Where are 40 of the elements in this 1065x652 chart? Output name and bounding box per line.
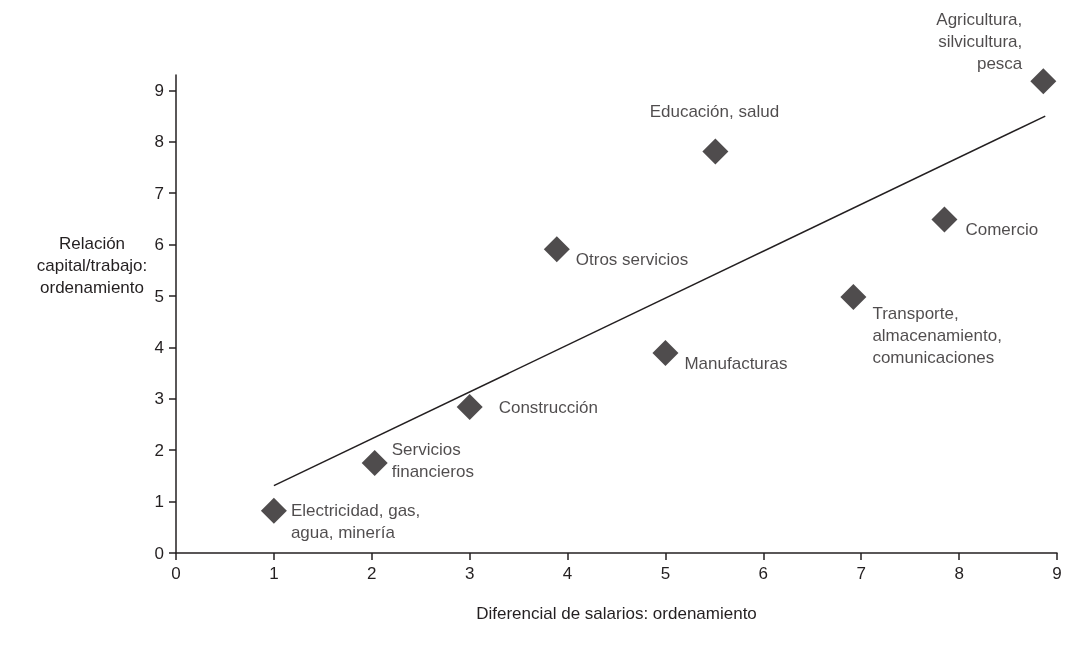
x-tick-label: 1 [269, 564, 279, 583]
annotation: Servicios financieros [391, 439, 474, 481]
x-tick-label: 3 [464, 564, 475, 583]
point [702, 138, 729, 165]
point [260, 497, 287, 524]
point [840, 284, 867, 311]
annotation: Otros servicios [575, 249, 689, 269]
annotation: Construcción [498, 397, 598, 417]
y-tick-label: 7 [154, 183, 164, 203]
annotation: Comercio [965, 219, 1039, 239]
y-tick-label: 1 [154, 492, 164, 512]
x-tick-label: 4 [562, 564, 573, 583]
x-tick-label: 0 [171, 564, 181, 583]
y-tick-label: 8 [154, 132, 164, 152]
y-axis-title: Relación capital/trabajo: ordenamiento [36, 233, 148, 297]
point [361, 450, 388, 477]
y-tick-label: 2 [154, 440, 164, 460]
x-tick-label: 5 [660, 564, 671, 583]
point [543, 236, 570, 263]
annotation: Manufacturas [684, 353, 788, 373]
x-axis-title: Diferencial de salarios: ordenamiento [476, 604, 757, 623]
point [456, 394, 483, 421]
point [652, 340, 679, 367]
annotation: Electricidad, gas, agua, minería [290, 501, 421, 543]
x-tick-label: 6 [758, 564, 769, 583]
point [931, 206, 958, 233]
x-tick-label: 9 [1052, 564, 1062, 583]
y-tick-label: 6 [154, 235, 164, 255]
x-tick-label: 2 [367, 564, 377, 583]
y-tick-label: 3 [154, 389, 164, 409]
annotation: Educación, salud [649, 102, 780, 122]
y-tick-label: 4 [154, 337, 164, 357]
point [1030, 68, 1057, 95]
y-tick-label: 9 [154, 80, 164, 100]
y-tick-label: 5 [154, 286, 164, 306]
annotation: Transporte, almacenamiento, comunicaciones [872, 303, 1002, 367]
y-tick-label: 0 [154, 543, 164, 563]
x-tick-label: 8 [954, 564, 964, 583]
annotation: Agricultura, silvicultura, pesca [936, 9, 1023, 73]
x-tick-label: 7 [856, 564, 866, 583]
